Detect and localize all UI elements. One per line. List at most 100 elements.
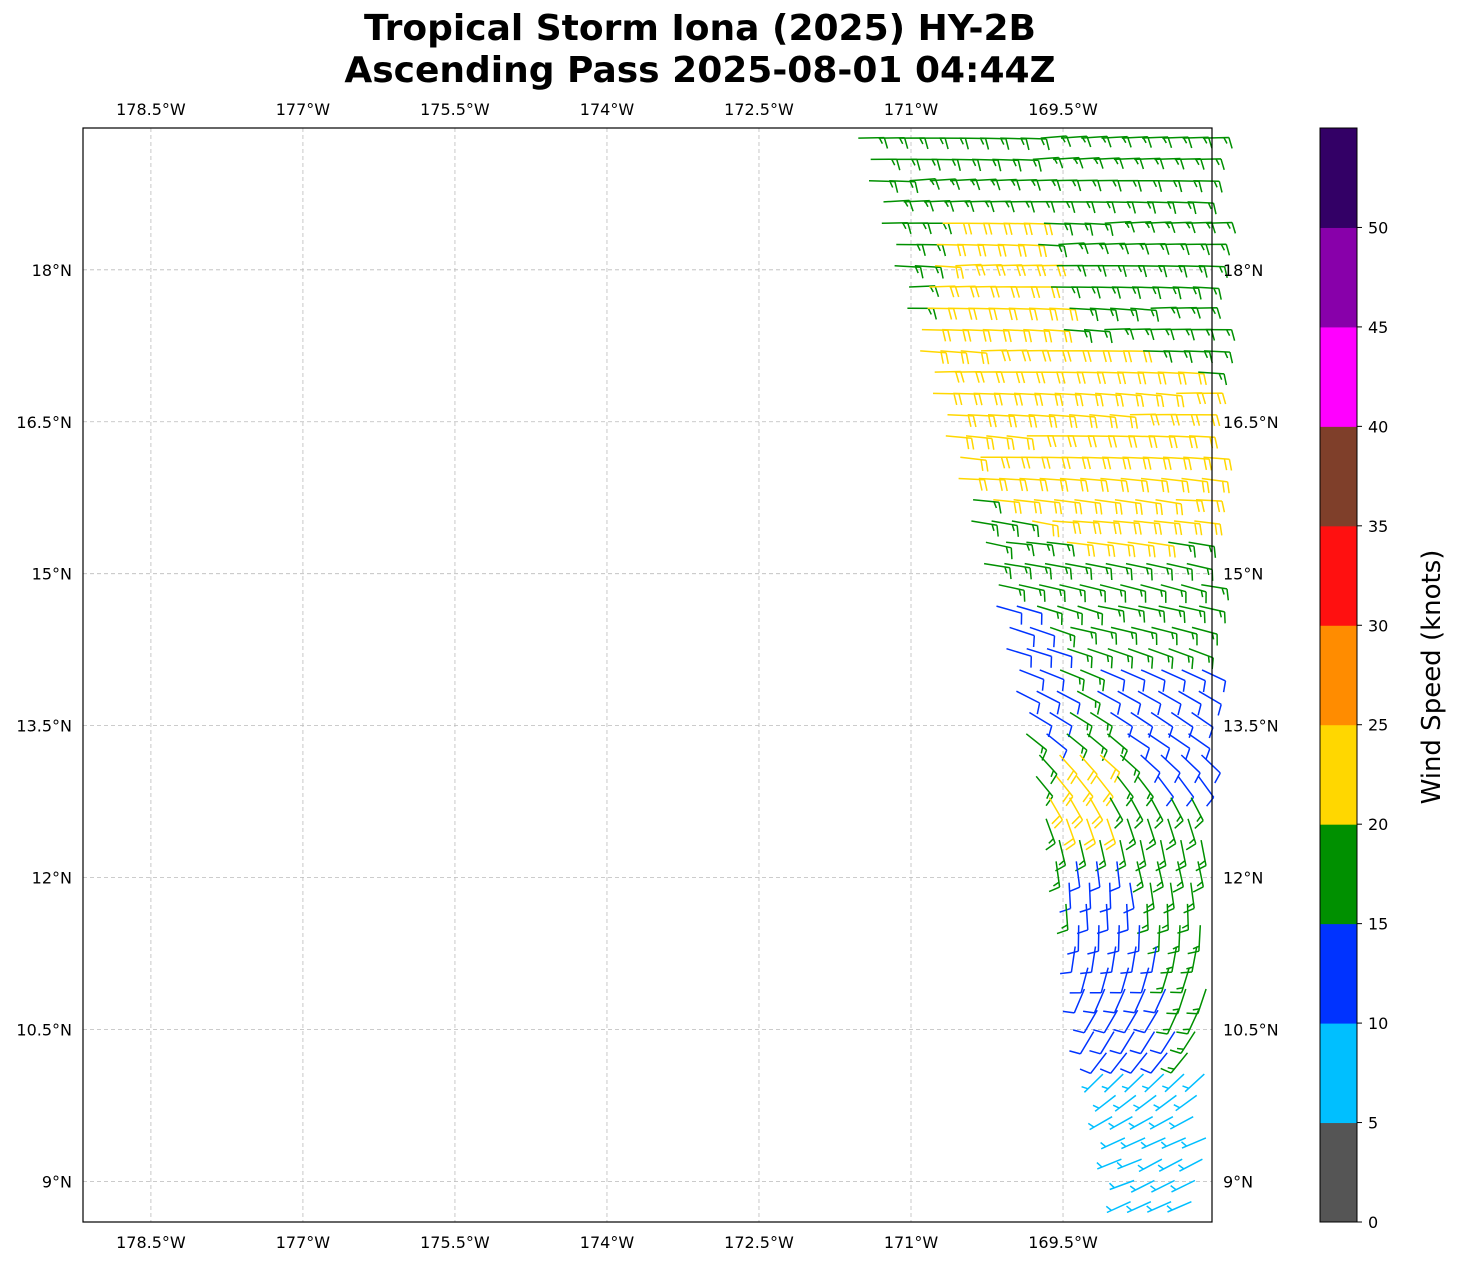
colorbar-tick-label: 50 [1368, 218, 1388, 237]
wind-barb [916, 243, 947, 257]
wind-barb [1206, 221, 1237, 234]
wind-barb [1054, 499, 1083, 515]
wind-barb [1194, 158, 1225, 171]
wind-barb [1008, 307, 1039, 321]
wind-barb [1135, 392, 1165, 408]
lon-tick-label-top: 172.5°W [724, 100, 794, 119]
wind-barb [1071, 286, 1101, 299]
wind-barb [1060, 946, 1076, 975]
wind-barb [1153, 520, 1183, 536]
lat-tick-label-right: 15°N [1223, 565, 1263, 584]
colorbar-segment [1320, 923, 1357, 1024]
wind-barb [1057, 605, 1083, 626]
wind-barb [1168, 1116, 1194, 1130]
wind-barb [1020, 137, 1050, 151]
lat-tick-label-left: 18°N [32, 261, 72, 280]
wind-barb [1049, 626, 1076, 648]
wind-barb [983, 222, 1013, 235]
wind-barb [1067, 435, 1097, 448]
wind-barb [1190, 413, 1221, 427]
wind-barb [1067, 925, 1080, 955]
wind-barb [1193, 179, 1223, 193]
wind-barb [998, 584, 1026, 602]
wind-barb [1181, 669, 1207, 693]
wind-barb [1113, 520, 1142, 535]
wind-barb [927, 307, 958, 320]
wind-barb [920, 350, 950, 365]
wind-barb [1150, 1179, 1175, 1193]
wind-barb [1069, 1031, 1095, 1055]
wind-barb [1120, 477, 1150, 493]
wind-barb [1004, 562, 1032, 580]
chart-title-line1: Tropical Storm Iona (2025) HY-2B [364, 8, 1036, 49]
wind-barb [1163, 882, 1175, 914]
wind-barb [1146, 562, 1174, 581]
colorbar-tick-label: 15 [1368, 915, 1388, 934]
wind-barb [1100, 946, 1117, 975]
wind-barb [1137, 1158, 1163, 1173]
wind-barb [1107, 925, 1120, 955]
wind-barb [1092, 1094, 1117, 1112]
wind-barb [1192, 286, 1222, 300]
wind-barb [1066, 541, 1096, 557]
wind-barb [1102, 456, 1132, 470]
wind-barb [1173, 520, 1203, 536]
wind-barb [1013, 499, 1042, 515]
wind-barb [1167, 201, 1197, 215]
colorbar-tick-label: 35 [1368, 517, 1388, 536]
wind-barb [1200, 243, 1231, 256]
wind-barb [1120, 1052, 1148, 1074]
wind-barb [1056, 690, 1081, 715]
wind-barb [1046, 541, 1075, 557]
wind-barb [1089, 967, 1109, 994]
wind-barb [1062, 988, 1086, 1014]
wind-barb [1096, 775, 1114, 807]
wind-barb [1021, 349, 1052, 362]
wind-barb [1175, 499, 1205, 513]
wind-barb [1152, 179, 1183, 193]
wind-barb [1190, 797, 1204, 829]
wind-barb [1059, 477, 1089, 492]
wind-barb [1109, 1031, 1135, 1055]
wind-barb [945, 435, 975, 450]
wind-barb [1147, 733, 1171, 760]
wind-barb [1110, 307, 1139, 322]
wind-barb [1048, 413, 1078, 429]
wind-barb [1112, 1094, 1137, 1112]
wind-barb [1191, 306, 1222, 319]
wind-barb [1063, 818, 1076, 851]
wind-barb [1168, 647, 1194, 670]
wind-barb [1103, 818, 1117, 851]
wind-barb [1176, 392, 1207, 405]
wind-barb [1148, 1116, 1174, 1130]
wind-barb [1089, 413, 1118, 429]
wind-barb [1148, 647, 1174, 669]
wind-barb [1002, 328, 1033, 343]
wind-barb [1105, 562, 1133, 581]
wind-barb [1196, 392, 1227, 405]
wind-barb [1170, 967, 1191, 994]
wind-barb [1122, 350, 1153, 363]
wind-barb [1151, 626, 1178, 646]
wind-barb [1157, 371, 1187, 385]
wind-barb [969, 285, 1000, 298]
wind-barb [1025, 733, 1048, 761]
lat-tick-label-left: 13.5°N [16, 717, 72, 736]
colorbar-tick-label: 25 [1368, 716, 1388, 735]
wind-barb [1072, 520, 1102, 535]
wind-barb [1123, 988, 1146, 1014]
lat-tick-label-left: 10.5°N [16, 1021, 72, 1040]
wind-barb [980, 456, 1011, 469]
wind-barb [1038, 243, 1068, 258]
wind-barb [1181, 1137, 1207, 1149]
wind-barb [1089, 307, 1119, 322]
wind-barb [1041, 456, 1071, 470]
wind-barb [1066, 733, 1088, 761]
wind-barb [985, 541, 1013, 560]
wind-barb [1108, 1179, 1135, 1191]
wind-barb [1055, 775, 1074, 807]
colorbar-tick-label: 10 [1368, 1014, 1388, 1033]
wind-barb [973, 499, 1002, 514]
lon-tick-label-bottom: 172.5°W [724, 1233, 794, 1252]
wind-barbs [858, 135, 1237, 1214]
